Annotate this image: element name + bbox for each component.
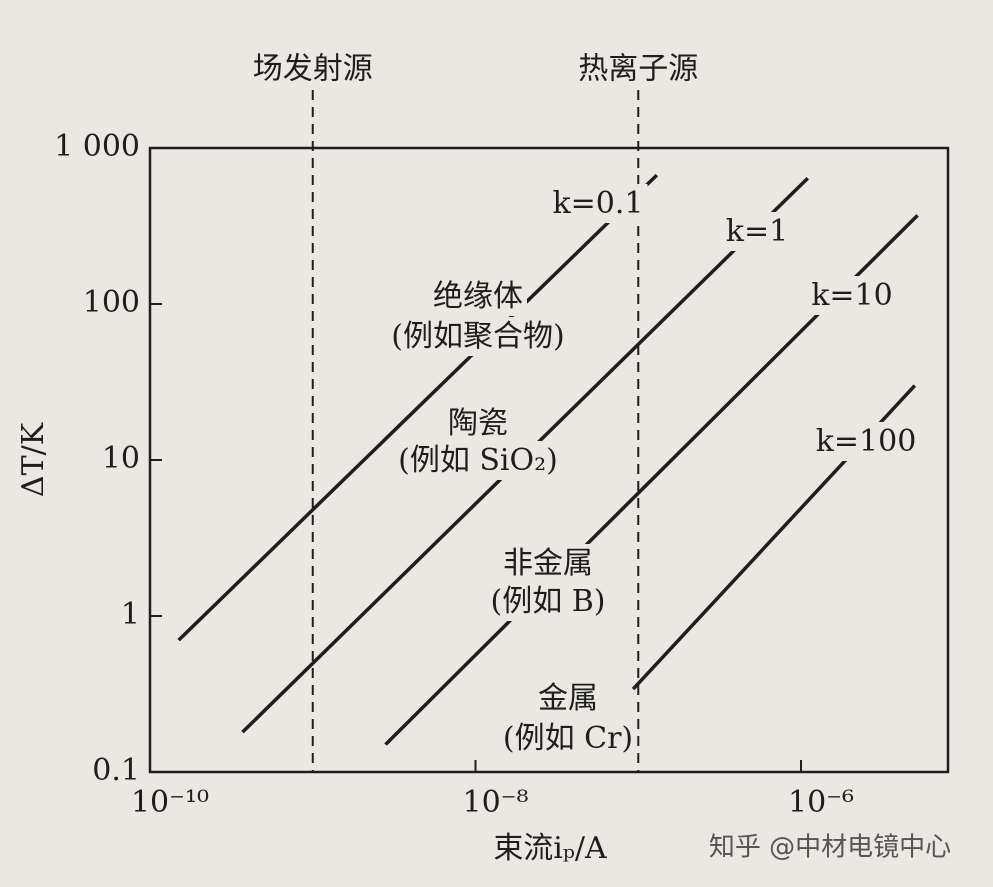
label-backdrop xyxy=(444,404,512,443)
series-label: k=10 xyxy=(811,278,893,313)
plot-frame xyxy=(148,146,950,774)
label-backdrop xyxy=(534,679,602,718)
annotation: 陶瓷 xyxy=(448,406,508,441)
series-label: k=0.1 xyxy=(552,186,643,221)
series-label: k=100 xyxy=(816,424,917,459)
annotation: (例如 Cr) xyxy=(503,721,633,756)
label-backdrop xyxy=(807,276,897,315)
series-label: k=1 xyxy=(726,214,788,249)
y-tick-label: 0.1 xyxy=(92,753,140,788)
label-backdrop xyxy=(394,441,562,480)
label-backdrop xyxy=(499,544,597,583)
annotation: (例如 B) xyxy=(491,584,606,619)
label-backdrop xyxy=(387,317,569,356)
annotation: (例如聚合物) xyxy=(391,319,564,354)
data-line xyxy=(177,173,659,642)
label-backdrop xyxy=(721,212,793,251)
annotation: 绝缘体 xyxy=(433,279,523,314)
annotation: 非金属 xyxy=(503,546,593,581)
label-backdrop xyxy=(429,277,527,316)
reference-label: 热离子源 xyxy=(578,52,698,87)
label-backdrop xyxy=(548,184,648,223)
annotation: (例如 SiO₂) xyxy=(398,443,558,478)
x-tick-label: 10⁻⁸ xyxy=(462,785,528,820)
watermark: 知乎 @中材电镜中心 xyxy=(709,833,951,863)
y-tick-label: 1 000 xyxy=(54,129,140,164)
label-backdrop xyxy=(498,719,638,758)
label-backdrop xyxy=(486,582,610,621)
x-tick-label: 10⁻⁶ xyxy=(788,785,854,820)
y-axis-label: ΔT/K xyxy=(16,422,51,497)
x-tick-label: 10⁻¹⁰ xyxy=(131,785,209,820)
annotation: 金属 xyxy=(538,681,598,716)
y-tick-label: 10 xyxy=(102,441,140,476)
reference-label: 场发射源 xyxy=(253,52,373,87)
y-tick-label: 1 xyxy=(121,597,140,632)
label-backdrop xyxy=(811,422,921,461)
y-tick-label: 100 xyxy=(83,285,140,320)
x-axis-label: 束流iₚ/A xyxy=(493,831,607,866)
